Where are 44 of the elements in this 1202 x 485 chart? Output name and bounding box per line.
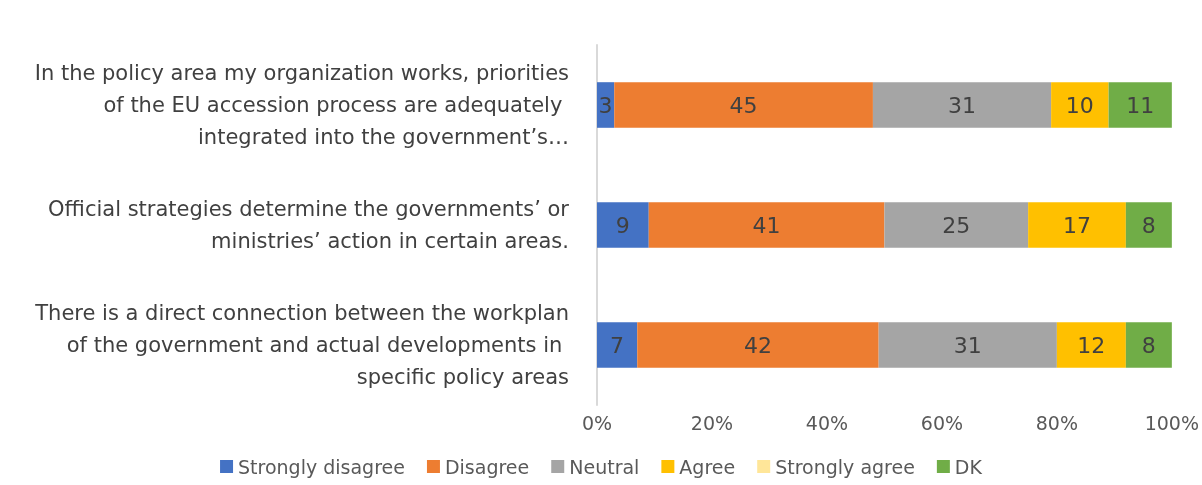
data-label: 8 [1141,332,1156,358]
data-label: 42 [743,332,772,358]
y-tick-label: There is a direct connection between the workplan of the government and actual developments in specific policy areas [34,301,569,389]
y-tick-label: Official strategies determine the governments’ or ministries’ action in certain areas. [48,197,570,253]
data-label: 9 [615,212,630,238]
bar [614,82,873,128]
x-tick-label: 60% [920,411,964,434]
data-label: 7 [610,332,625,358]
bar [1056,322,1126,368]
data-label: 17 [1062,212,1091,238]
bar [597,322,638,368]
data-label: 41 [752,212,781,238]
bar [878,322,1057,368]
legend-label: Agree [679,455,736,478]
bar [597,202,649,248]
x-tick-label: 40% [805,411,849,434]
x-tick-label: 80% [1035,411,1078,434]
data-label: 12 [1077,332,1106,358]
legend-label: DK [954,455,983,478]
bar [1125,322,1172,368]
data-label: 31 [953,332,982,358]
bar [637,322,879,368]
data-label: 25 [942,212,971,238]
bar [1028,202,1126,248]
y-tick-label: In the policy area my organization works, priorities of the EU accession process are adequately integrated into the government’s… [34,61,569,149]
x-tick-label: 0% [581,411,613,434]
bar [1051,82,1109,128]
legend-label: Strongly agree [775,455,915,478]
bar [648,202,885,248]
legend-label: Strongly disagree [238,455,405,478]
bar [1108,82,1172,128]
bar [1125,202,1172,248]
legend-label: Disagree [444,455,530,478]
x-tick-label: 20% [690,411,734,434]
legend-label: Neutral [569,455,640,478]
bar [884,202,1029,248]
bar [872,82,1052,128]
data-label: 3 [598,92,613,118]
data-label: 45 [729,92,758,118]
data-label: 8 [1141,212,1156,238]
data-label: 31 [948,92,977,118]
data-label: 11 [1126,92,1155,118]
x-tick-label: 100% [1144,411,1199,434]
data-label: 10 [1065,92,1094,118]
